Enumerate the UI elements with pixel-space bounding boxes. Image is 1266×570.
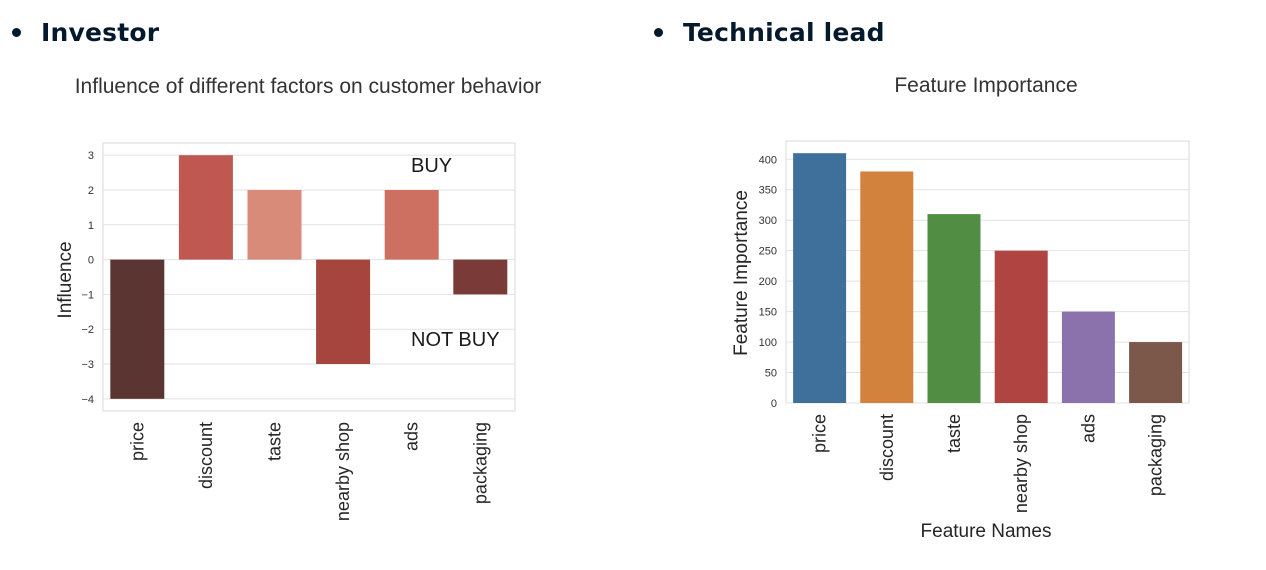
x-tick-label: discount <box>196 422 216 489</box>
annotation-not-buy: NOT BUY <box>411 329 500 351</box>
y-tick-label: −1 <box>81 289 94 301</box>
bar-taste <box>247 189 302 260</box>
y-axis-label: Feature Importance <box>731 190 752 356</box>
feature-importance-chart: Feature Importance Feature Importance Fe… <box>731 74 1190 542</box>
x-axis-label: Feature Names <box>921 521 1052 542</box>
y-tick-label: 0 <box>771 398 777 410</box>
y-tick-label: 200 <box>759 276 777 288</box>
y-tick-label: 300 <box>759 215 777 227</box>
bar-packaging <box>453 259 508 295</box>
bar-ads <box>1061 311 1115 403</box>
y-tick-label: 250 <box>759 246 777 258</box>
x-tick-label: price <box>127 422 147 461</box>
y-tick-label: 50 <box>765 368 777 380</box>
bar-discount <box>860 171 914 403</box>
bar-taste <box>927 214 981 403</box>
section-heading-label: Technical lead <box>683 17 885 47</box>
bullet-dot <box>654 27 663 37</box>
chart-title: Feature Importance <box>894 74 1077 97</box>
y-tick-label: 150 <box>759 307 777 319</box>
annotation-buy: BUY <box>411 155 452 177</box>
plot-frame <box>785 140 1190 404</box>
y-tick-label: 0 <box>88 255 94 267</box>
y-tick-label: 1 <box>88 220 94 232</box>
x-tick-label: nearby shop <box>333 422 353 521</box>
section-heading-investor: Investor <box>12 14 159 50</box>
x-tick-label: nearby shop <box>1011 414 1031 513</box>
y-tick-label: 350 <box>759 185 777 197</box>
section-heading-technical-lead: Technical lead <box>654 14 885 50</box>
y-axis-label: Influence <box>55 241 76 318</box>
y-tick-label: 3 <box>88 150 94 162</box>
bar-packaging <box>1129 342 1183 403</box>
plot-frame <box>102 142 516 412</box>
x-tick-label: ads <box>1078 414 1098 443</box>
bar-ads <box>384 189 439 260</box>
bullet-dot <box>12 27 21 37</box>
y-tick-label: −2 <box>81 324 94 336</box>
bar-discount <box>178 155 233 260</box>
x-tick-label: packaging <box>1146 414 1166 496</box>
y-tick-label: 100 <box>759 337 777 349</box>
x-tick-label: discount <box>877 414 897 481</box>
bar-nearby-shop <box>316 259 371 365</box>
influence-chart: Influence of different factors on custom… <box>55 75 541 521</box>
y-tick-label: 400 <box>759 154 777 166</box>
x-tick-label: taste <box>265 422 285 461</box>
chart-title: Influence of different factors on custom… <box>75 75 542 98</box>
x-tick-label: packaging <box>470 422 490 504</box>
bar-price <box>793 153 847 403</box>
x-tick-label: taste <box>944 414 964 453</box>
bar-price <box>110 259 165 399</box>
y-tick-label: −3 <box>81 359 94 371</box>
x-tick-label: ads <box>402 422 422 451</box>
bar-nearby-shop <box>994 250 1048 403</box>
section-heading-label: Investor <box>41 17 160 47</box>
y-tick-label: −4 <box>81 394 94 406</box>
y-tick-label: 2 <box>88 185 94 197</box>
x-tick-label: price <box>810 414 830 453</box>
